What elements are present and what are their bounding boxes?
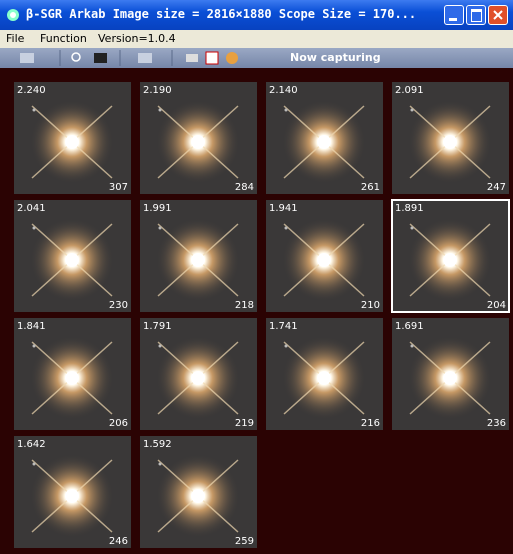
image-tile[interactable]: 1.991 218 [140,200,257,312]
image-tile[interactable]: 1.891 204 [391,199,510,313]
tile-count: 259 [235,536,254,547]
tile-value: 1.642 [17,439,46,450]
menu-item: Version=1.0.4 [98,32,176,45]
app-icon [7,9,19,21]
tile-count: 210 [361,300,380,311]
companion-star [32,226,36,230]
tile-count: 307 [109,182,128,193]
tile-value: 1.991 [143,203,172,214]
tile-count: 246 [109,536,128,547]
export-icon[interactable] [138,53,152,63]
companion-star [284,108,288,112]
image-tile[interactable]: 1.691 236 [392,318,509,430]
tile-value: 2.140 [269,85,298,96]
companion-star [32,344,36,348]
companion-star [158,344,162,348]
star-core [65,135,79,149]
image-tile[interactable]: 1.941 210 [266,200,383,312]
menu-bar: File Function Version=1.0.4 [0,30,513,48]
tile-value: 2.240 [17,85,46,96]
companion-star [284,226,288,230]
image-tile[interactable]: 2.091 247 [392,82,509,194]
image-tile[interactable]: 1.741 216 [266,318,383,430]
tile-count: 216 [361,418,380,429]
image-tile[interactable]: 2.140 261 [266,82,383,194]
status-text: Now capturing [290,51,381,64]
image-tile[interactable]: 1.841 206 [14,318,131,430]
image-tile[interactable]: 2.190 284 [140,82,257,194]
tile-value: 1.841 [17,321,46,332]
tile-value: 1.941 [269,203,298,214]
title-bar: β-SGR Arkab Image size = 2816×1880 Scope… [0,0,513,30]
star-core [65,489,79,503]
tile-count: 261 [361,182,380,193]
speaker-icon[interactable] [186,54,198,62]
tile-grid: 2.240 307 2.190 284 2.140 261 2.091 247 2.041 230… [14,82,510,548]
tile-count: 219 [235,418,254,429]
companion-star [32,462,36,466]
tile-value: 1.791 [143,321,172,332]
star-core [317,371,331,385]
star-core [191,253,205,267]
tile-count: 206 [109,418,128,429]
companion-star [32,108,36,112]
tile-count: 204 [487,300,506,311]
tile-count: 284 [235,182,254,193]
star-core [191,135,205,149]
image-tile[interactable]: 1.592 259 [140,436,257,548]
settings-icon[interactable] [226,52,238,64]
menu-item[interactable]: Function [40,32,87,45]
tile-value: 1.592 [143,439,172,450]
tile-value: 2.091 [395,85,424,96]
check-icon[interactable] [205,51,219,65]
open-icon[interactable] [20,53,34,63]
tile-value: 1.691 [395,321,424,332]
star-core [443,253,457,267]
toolbar: Now capturing [0,48,513,68]
tile-value: 2.041 [17,203,46,214]
toolbar-icons [20,50,238,66]
tile-value: 2.190 [143,85,172,96]
companion-star [410,344,414,348]
tile-value: 1.891 [395,203,424,214]
star-core [317,253,331,267]
companion-star [158,226,162,230]
star-core [65,253,79,267]
zoom-icon[interactable] [71,52,81,62]
companion-star [410,226,414,230]
menu-item[interactable]: File [6,32,25,45]
tile-count: 218 [235,300,254,311]
star-core [191,489,205,503]
close-button[interactable] [488,5,508,25]
tile-value: 1.741 [269,321,298,332]
window-title: β-SGR Arkab Image size = 2816×1880 Scope… [26,7,417,21]
image-tile[interactable]: 2.041 230 [14,200,131,312]
companion-star [284,344,288,348]
companion-star [410,108,414,112]
companion-star [158,108,162,112]
minimize-button[interactable] [444,5,464,25]
star-core [443,135,457,149]
tile-count: 230 [109,300,128,311]
image-tile[interactable]: 1.791 219 [140,318,257,430]
star-core [191,371,205,385]
star-core [443,371,457,385]
star-core [65,371,79,385]
image-tile[interactable]: 2.240 307 [14,82,131,194]
companion-star [158,462,162,466]
tile-count: 247 [487,182,506,193]
image-tile[interactable]: 1.642 246 [14,436,131,548]
star-core [317,135,331,149]
camera-icon[interactable] [94,53,107,63]
maximize-button[interactable] [466,5,486,25]
tile-count: 236 [487,418,506,429]
